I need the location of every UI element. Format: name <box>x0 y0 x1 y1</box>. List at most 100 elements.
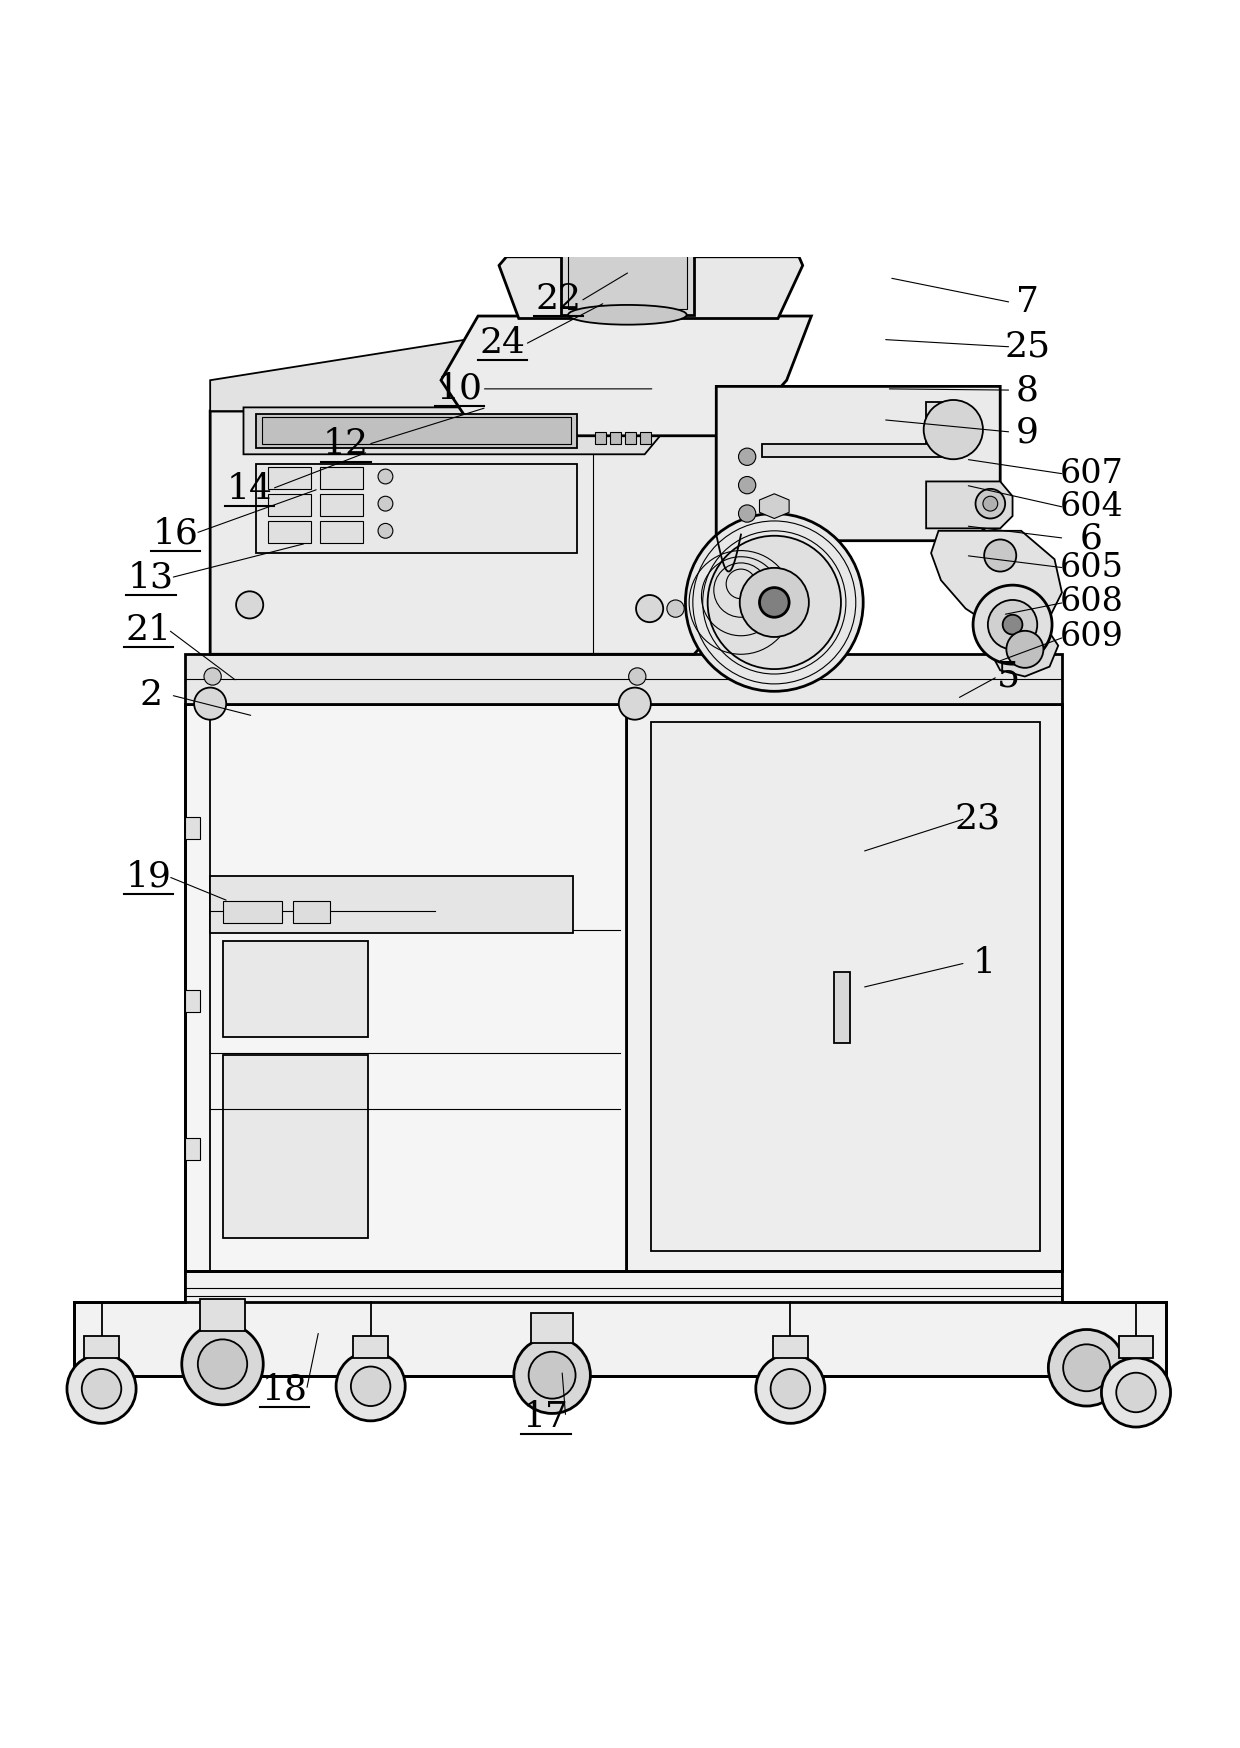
Bar <box>610 432 621 444</box>
Bar <box>626 704 1061 1271</box>
Bar <box>568 239 687 309</box>
Bar <box>268 493 311 516</box>
Circle shape <box>667 600 684 617</box>
Bar <box>773 1335 807 1358</box>
Bar <box>625 432 636 444</box>
Bar <box>255 414 577 447</box>
Bar <box>222 1056 368 1238</box>
Polygon shape <box>74 1271 1166 1376</box>
Bar <box>293 902 330 923</box>
Bar <box>320 521 363 544</box>
Text: 609: 609 <box>1060 621 1123 654</box>
Text: 16: 16 <box>153 516 198 551</box>
Circle shape <box>528 1351 575 1398</box>
Text: 22: 22 <box>536 281 582 316</box>
Circle shape <box>1007 631 1043 668</box>
Bar <box>833 972 849 1044</box>
Text: 12: 12 <box>322 428 370 461</box>
Circle shape <box>636 594 663 622</box>
Circle shape <box>205 668 221 685</box>
Text: 605: 605 <box>1059 552 1123 584</box>
Circle shape <box>378 523 393 538</box>
Bar <box>255 465 577 552</box>
Bar <box>595 432 606 444</box>
Bar <box>320 467 363 489</box>
Text: 17: 17 <box>523 1400 569 1433</box>
Text: 2: 2 <box>139 678 162 711</box>
Circle shape <box>198 1339 247 1388</box>
Circle shape <box>1048 1330 1125 1405</box>
Circle shape <box>195 687 226 720</box>
Bar <box>262 418 570 444</box>
Polygon shape <box>759 493 789 519</box>
Circle shape <box>1003 615 1023 635</box>
Ellipse shape <box>568 304 687 325</box>
Bar <box>222 940 368 1037</box>
Circle shape <box>686 514 863 690</box>
Bar <box>186 1138 201 1161</box>
Polygon shape <box>441 316 811 435</box>
Bar <box>186 989 201 1012</box>
Circle shape <box>1116 1372 1156 1412</box>
Circle shape <box>739 477 756 493</box>
Circle shape <box>924 400 983 460</box>
Text: 607: 607 <box>1060 458 1123 489</box>
Polygon shape <box>926 481 1013 528</box>
Text: 9: 9 <box>1016 414 1039 449</box>
Polygon shape <box>717 386 1001 540</box>
Bar <box>1118 1335 1153 1358</box>
Circle shape <box>759 587 789 617</box>
Circle shape <box>985 540 1017 572</box>
Circle shape <box>739 447 756 465</box>
Bar <box>186 704 626 1271</box>
Circle shape <box>1101 1358 1171 1426</box>
Bar <box>640 432 651 444</box>
Polygon shape <box>991 621 1058 676</box>
Polygon shape <box>498 257 802 318</box>
Text: 604: 604 <box>1060 491 1123 523</box>
Text: 25: 25 <box>1004 330 1050 364</box>
Circle shape <box>629 668 646 685</box>
Text: 1: 1 <box>972 946 996 981</box>
Circle shape <box>182 1323 263 1405</box>
Bar <box>222 902 281 923</box>
Bar <box>320 493 363 516</box>
Circle shape <box>619 687 651 720</box>
Text: 608: 608 <box>1060 586 1123 619</box>
Text: 13: 13 <box>128 561 174 594</box>
Text: 14: 14 <box>227 472 273 505</box>
Polygon shape <box>243 407 663 454</box>
Polygon shape <box>186 654 1061 704</box>
Circle shape <box>976 489 1006 519</box>
Circle shape <box>740 568 808 636</box>
Circle shape <box>973 586 1052 664</box>
Polygon shape <box>931 531 1061 629</box>
Bar <box>560 231 694 315</box>
Circle shape <box>988 600 1037 649</box>
Bar <box>186 818 201 839</box>
Text: 19: 19 <box>125 860 171 893</box>
Circle shape <box>1063 1344 1110 1391</box>
Circle shape <box>983 496 998 510</box>
Text: 23: 23 <box>955 801 1001 836</box>
Text: 21: 21 <box>125 612 171 647</box>
Bar <box>201 1299 244 1330</box>
Text: 6: 6 <box>1080 521 1104 556</box>
Circle shape <box>739 505 756 523</box>
Bar <box>651 722 1039 1250</box>
Circle shape <box>708 537 841 669</box>
Circle shape <box>756 1355 825 1423</box>
Polygon shape <box>761 402 951 456</box>
Circle shape <box>351 1367 391 1405</box>
Bar <box>531 1313 573 1342</box>
Bar <box>353 1335 388 1358</box>
Polygon shape <box>210 330 717 411</box>
Circle shape <box>378 468 393 484</box>
Circle shape <box>336 1351 405 1421</box>
Circle shape <box>770 1369 810 1409</box>
Circle shape <box>378 496 393 510</box>
Bar <box>84 1335 119 1358</box>
Text: 5: 5 <box>997 659 1021 694</box>
Polygon shape <box>210 876 573 933</box>
Text: 10: 10 <box>436 372 482 406</box>
